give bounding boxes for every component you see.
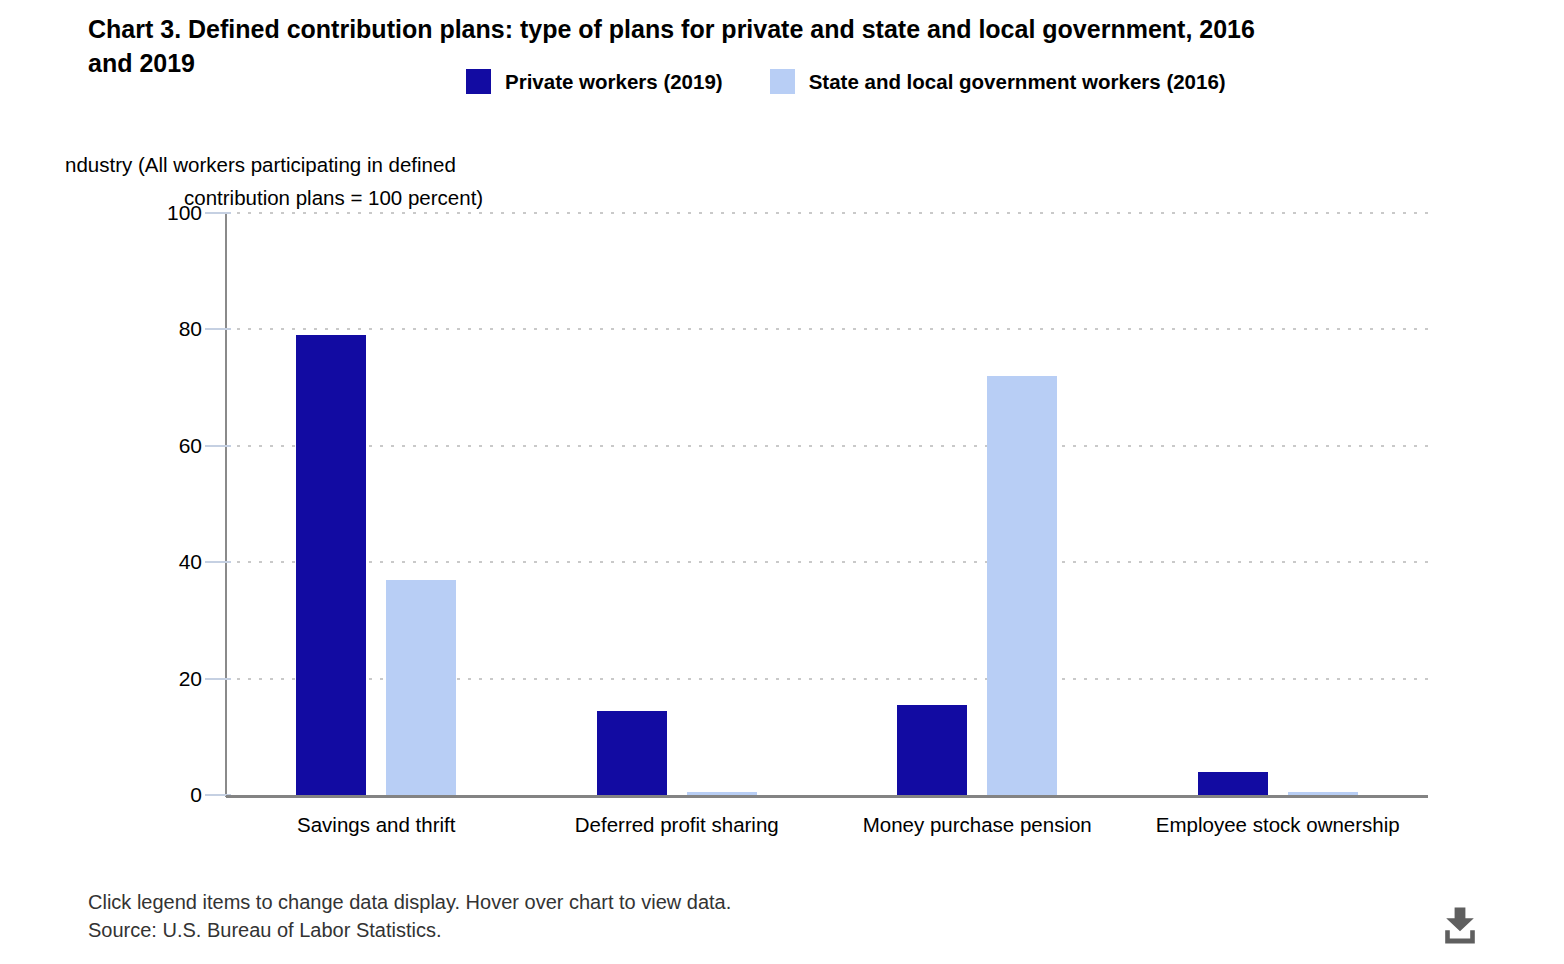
bar-series1-money-purchase-pension[interactable] bbox=[897, 705, 967, 798]
y-tick-label-0: 0 bbox=[110, 782, 202, 808]
legend-swatch-state-local-workers bbox=[770, 69, 795, 94]
legend-label-private-workers: Private workers (2019) bbox=[505, 70, 723, 94]
y-tick-20 bbox=[205, 678, 231, 680]
legend-item-state-local-workers[interactable]: State and local government workers (2016… bbox=[770, 69, 1226, 94]
download-button[interactable] bbox=[1434, 899, 1486, 953]
chart-page: Chart 3. Defined contribution plans: typ… bbox=[0, 0, 1564, 964]
gridline-100 bbox=[226, 212, 1428, 214]
y-tick-label-80: 80 bbox=[110, 316, 202, 342]
y-tick-40 bbox=[205, 561, 231, 563]
y-axis-tick-labels: 020406080100 bbox=[110, 213, 202, 797]
legend-item-private-workers[interactable]: Private workers (2019) bbox=[466, 69, 723, 94]
footer-source: Source: U.S. Bureau of Labor Statistics. bbox=[88, 916, 731, 944]
chart-title-line1: Chart 3. Defined contribution plans: typ… bbox=[88, 12, 1438, 46]
gridline-40 bbox=[226, 561, 1428, 563]
category-label-deferred-profit-sharing: Deferred profit sharing bbox=[527, 813, 828, 837]
category-label-savings-and-thrift: Savings and thrift bbox=[226, 813, 527, 837]
y-tick-label-40: 40 bbox=[110, 549, 202, 575]
footer-interaction-note: Click legend items to change data displa… bbox=[88, 888, 731, 916]
bar-series1-savings-and-thrift[interactable] bbox=[296, 335, 366, 798]
y-tick-label-60: 60 bbox=[110, 433, 202, 459]
category-label-money-purchase-pension: Money purchase pension bbox=[827, 813, 1128, 837]
bar-series2-money-purchase-pension[interactable] bbox=[987, 376, 1057, 798]
plot-area bbox=[226, 213, 1428, 797]
legend: Private workers (2019) State and local g… bbox=[466, 69, 1226, 94]
bar-series1-deferred-profit-sharing[interactable] bbox=[597, 711, 667, 798]
y-tick-label-20: 20 bbox=[110, 666, 202, 692]
y-axis-title-line1: ndustry (All workers participating in de… bbox=[65, 153, 456, 177]
legend-label-state-local-workers: State and local government workers (2016… bbox=[809, 70, 1226, 94]
y-tick-label-100: 100 bbox=[110, 200, 202, 226]
chart-footer: Click legend items to change data displa… bbox=[88, 888, 731, 944]
gridline-60 bbox=[226, 445, 1428, 447]
y-tick-100 bbox=[205, 212, 231, 214]
category-label-employee-stock-ownership: Employee stock ownership bbox=[1128, 813, 1429, 837]
legend-swatch-private-workers bbox=[466, 69, 491, 94]
download-icon bbox=[1436, 901, 1484, 949]
x-axis-category-labels: Savings and thriftDeferred profit sharin… bbox=[226, 813, 1428, 843]
y-axis-title-line2: contribution plans = 100 percent) bbox=[184, 186, 483, 210]
y-tick-80 bbox=[205, 328, 231, 330]
y-tick-60 bbox=[205, 445, 231, 447]
gridline-80 bbox=[226, 328, 1428, 330]
x-axis-line bbox=[226, 795, 1428, 798]
bar-series2-savings-and-thrift[interactable] bbox=[386, 580, 456, 798]
